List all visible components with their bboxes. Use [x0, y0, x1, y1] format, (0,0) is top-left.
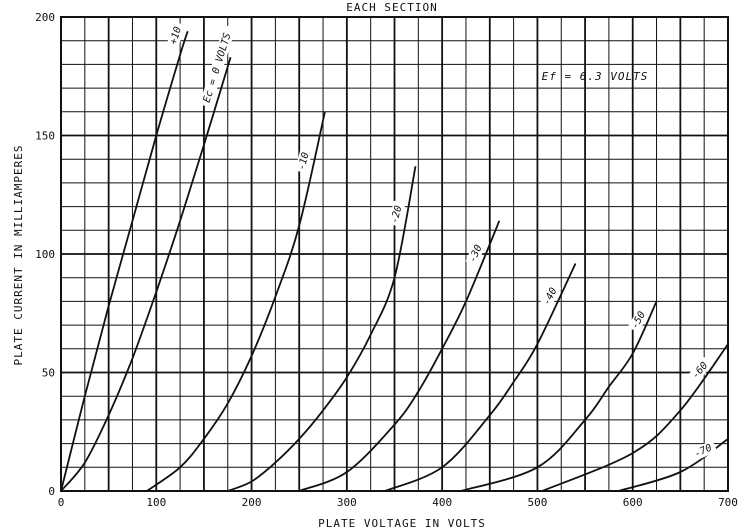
curve-label-background	[199, 24, 236, 108]
curve-label-background	[539, 282, 562, 309]
series-line-plus10	[60, 30, 189, 492]
filament-annotation: Ef = 6.3 VOLTS	[542, 70, 649, 83]
x-tick-label: 400	[432, 496, 452, 509]
y-axis-label: PLATE CURRENT IN MILLIAMPERES	[12, 144, 25, 365]
x-tick-label: 700	[718, 496, 738, 509]
series-line-minus10	[146, 111, 326, 492]
axes	[60, 16, 729, 492]
x-tick-label: 300	[337, 496, 357, 509]
curve-label-0: Ec = 0 VOLTS	[202, 32, 234, 104]
series-line-minus40	[384, 263, 577, 492]
series-line-minus70	[618, 438, 729, 492]
curve-label-background	[166, 21, 186, 48]
curve-label-background	[690, 440, 718, 462]
x-tick-label: 500	[527, 496, 547, 509]
curve-label-group: Ec = 0 VOLTS	[199, 24, 236, 108]
y-tick-label: 50	[42, 367, 55, 380]
curve-label-group: +10	[166, 21, 186, 48]
curve-label-background	[627, 306, 650, 333]
curve-label-group: -10	[294, 147, 313, 174]
series-line-minus60	[541, 343, 729, 492]
series-line-minus20	[227, 166, 417, 492]
curve-label-group: -40	[539, 282, 562, 309]
series-line-minus30	[298, 220, 501, 492]
series-line-0	[60, 57, 232, 492]
curve-label-background	[688, 356, 713, 383]
curve-label-group: -60	[688, 356, 713, 383]
x-tick-label: 600	[623, 496, 643, 509]
curve-label-background	[387, 200, 406, 227]
x-tick-label: 200	[242, 496, 262, 509]
y-tick-label: 100	[35, 248, 55, 261]
y-tick-label: 200	[35, 11, 55, 24]
curve-label-group: -50	[627, 306, 650, 333]
x-tick-label: 100	[146, 496, 166, 509]
curve-label-minus10: -10	[296, 151, 311, 171]
curve-label-background	[294, 147, 313, 174]
tick-labels: 0 100 200 300 400 500 600 700 0 50 100 150 200	[35, 11, 738, 509]
x-axis-label: PLATE VOLTAGE IN VOLTS	[318, 517, 486, 530]
curve-label-group: -20	[387, 200, 406, 227]
chart-title: EACH SECTION	[346, 1, 437, 14]
curve-label-minus20: -20	[389, 204, 404, 224]
x-tick-label: 0	[58, 496, 65, 509]
series-line-minus50	[460, 301, 658, 492]
y-tick-label: 150	[35, 130, 55, 143]
curve-label-plus10: +10	[168, 25, 184, 45]
grid	[60, 16, 729, 492]
plot-frame	[60, 16, 729, 492]
y-tick-label: 0	[48, 485, 55, 498]
curve-label-background	[465, 239, 487, 267]
curves	[60, 30, 729, 492]
